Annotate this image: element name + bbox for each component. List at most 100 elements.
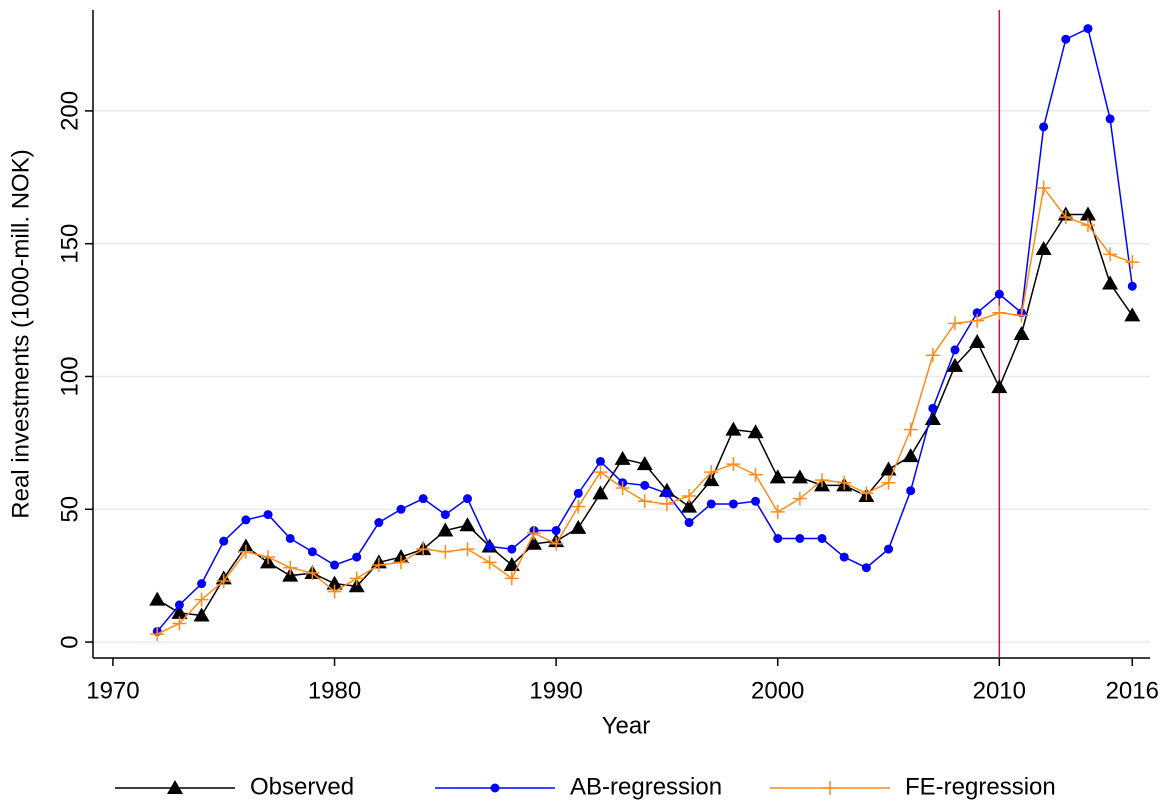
marker	[1036, 180, 1051, 195]
y-tick-label: 100	[56, 356, 83, 396]
marker	[706, 499, 716, 509]
marker	[438, 544, 453, 559]
marker	[396, 504, 406, 514]
marker	[571, 499, 586, 514]
x-tick-label: 1990	[529, 677, 582, 704]
marker	[662, 488, 672, 498]
marker	[485, 541, 495, 551]
marker	[946, 357, 963, 372]
marker	[327, 584, 342, 599]
marker	[285, 533, 295, 543]
marker	[991, 379, 1008, 394]
marker	[725, 421, 742, 436]
marker	[969, 333, 986, 348]
marker	[1080, 218, 1095, 233]
marker	[374, 518, 384, 528]
marker	[171, 604, 188, 619]
marker	[1058, 210, 1073, 225]
marker	[903, 422, 918, 437]
marker	[837, 475, 852, 490]
marker	[1039, 122, 1049, 132]
marker	[839, 552, 849, 562]
marker	[216, 573, 231, 588]
marker	[595, 456, 605, 466]
marker	[149, 591, 166, 606]
x-tick-label: 1980	[308, 677, 361, 704]
legend-marker	[490, 783, 500, 793]
marker	[861, 563, 871, 573]
marker	[394, 555, 409, 570]
marker	[884, 544, 894, 554]
marker	[1013, 326, 1030, 340]
legend-marker	[823, 781, 837, 795]
marker	[1079, 206, 1096, 221]
marker	[1083, 24, 1093, 34]
marker	[906, 486, 916, 496]
legend-item: AB-regression	[435, 773, 722, 800]
marker	[352, 552, 362, 562]
marker	[659, 496, 674, 511]
marker	[283, 560, 298, 575]
marker	[482, 555, 497, 570]
marker	[150, 627, 165, 642]
marker	[684, 518, 694, 528]
marker	[1125, 255, 1140, 270]
marker	[773, 533, 783, 543]
marker	[1124, 307, 1141, 322]
marker	[437, 522, 454, 537]
marker	[219, 536, 229, 546]
marker	[1061, 34, 1071, 44]
marker	[728, 499, 738, 509]
marker	[460, 542, 475, 557]
marker	[1102, 275, 1119, 290]
marker	[947, 316, 962, 331]
marker	[551, 526, 561, 536]
marker	[1105, 114, 1115, 124]
y-tick-label: 0	[56, 635, 83, 648]
marker	[681, 498, 698, 513]
legend-label: FE-regression	[905, 773, 1056, 800]
marker	[549, 536, 564, 551]
y-tick-label: 50	[56, 496, 83, 523]
y-tick-label: 200	[56, 91, 83, 131]
legend-item: Observed	[115, 773, 354, 800]
marker	[748, 467, 763, 482]
marker	[462, 494, 472, 504]
marker	[525, 535, 542, 550]
marker	[241, 515, 251, 525]
marker	[615, 481, 630, 496]
marker	[416, 542, 431, 557]
marker	[570, 519, 587, 534]
series-line	[156, 27, 1134, 632]
marker	[747, 424, 764, 439]
marker	[637, 494, 652, 509]
marker	[792, 491, 807, 506]
series-line	[156, 186, 1133, 635]
marker	[726, 457, 741, 472]
marker	[928, 403, 938, 413]
marker	[418, 494, 428, 504]
marker	[504, 571, 519, 586]
y-axis-label: Real investments (1000-mill. NOK)	[7, 149, 34, 518]
x-axis-label: Year	[602, 712, 651, 739]
marker	[1035, 241, 1052, 256]
marker	[593, 465, 608, 480]
marker	[1127, 281, 1137, 291]
marker	[197, 579, 207, 589]
marker	[326, 575, 343, 590]
marker	[261, 550, 276, 565]
x-tick-label: 2010	[973, 677, 1026, 704]
marker	[992, 305, 1007, 320]
marker	[526, 526, 541, 541]
x-tick-label: 2000	[751, 677, 804, 704]
marker	[592, 485, 609, 500]
marker	[994, 289, 1004, 299]
marker	[640, 480, 650, 490]
marker	[307, 547, 317, 557]
marker	[1014, 308, 1029, 323]
marker	[349, 571, 364, 586]
legend-item: FE-regression	[770, 773, 1056, 800]
marker	[751, 496, 761, 506]
marker	[238, 544, 253, 559]
